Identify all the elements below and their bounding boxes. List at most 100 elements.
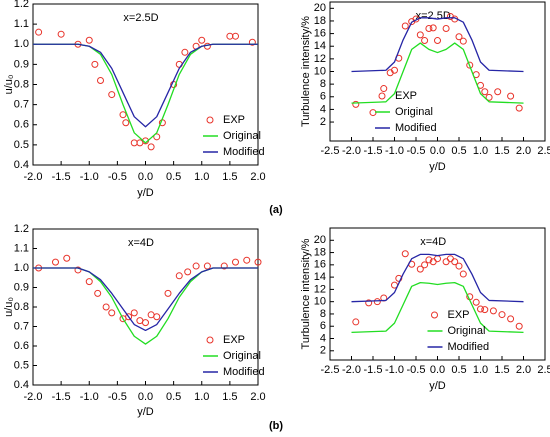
x-tick-label: -0.5 bbox=[407, 364, 426, 376]
data-point bbox=[74, 266, 82, 274]
y-tick-label: 6 bbox=[320, 320, 326, 332]
legend-label: EXP bbox=[448, 309, 470, 321]
x-tick-label: -0.5 bbox=[108, 391, 127, 403]
data-point bbox=[481, 88, 489, 96]
data-point bbox=[380, 85, 388, 93]
legend-symbol bbox=[378, 92, 386, 100]
y-tick-label: 16 bbox=[314, 259, 326, 271]
y-tick-label: 4 bbox=[320, 332, 326, 344]
x-tick-label: 1.5 bbox=[222, 391, 237, 403]
y-tick-label: 18 bbox=[314, 15, 326, 27]
legend-label: Modified bbox=[223, 146, 265, 158]
x-tick-label: -2.0 bbox=[24, 391, 43, 403]
data-point bbox=[192, 262, 200, 270]
x-tick-label: 1.5 bbox=[494, 364, 509, 376]
y-tick-label: 0.7 bbox=[14, 99, 29, 111]
y-tick-label: 1.1 bbox=[14, 242, 29, 254]
x-tick-label: 0.5 bbox=[166, 171, 181, 183]
data-point bbox=[421, 261, 429, 269]
data-point bbox=[232, 32, 239, 40]
y-tick-label: 10 bbox=[314, 296, 326, 308]
data-point bbox=[442, 25, 450, 33]
legend-symbol bbox=[206, 116, 214, 124]
annotation: x=4D bbox=[420, 236, 446, 248]
annotation: x=4D bbox=[128, 237, 154, 249]
data-point bbox=[164, 289, 172, 297]
y-tick-label: 0.5 bbox=[14, 359, 29, 371]
data-point bbox=[85, 36, 93, 44]
data-point bbox=[226, 32, 234, 40]
x-tick-label: -2.0 bbox=[342, 364, 361, 376]
legend-label: Modified bbox=[395, 122, 437, 134]
legend-label: Original bbox=[223, 130, 261, 142]
data-point bbox=[515, 104, 523, 112]
legend-label: EXP bbox=[223, 334, 245, 346]
series-line bbox=[351, 281, 524, 334]
x-tick-label: -1.5 bbox=[52, 391, 71, 403]
y-axis-label: Turbulence intensity/% bbox=[300, 16, 312, 127]
data-point bbox=[248, 38, 256, 46]
data-point bbox=[232, 258, 239, 266]
x-tick-label: 0.5 bbox=[451, 145, 466, 157]
data-point bbox=[401, 250, 409, 258]
x-tick-label: 1.0 bbox=[473, 145, 488, 157]
data-point bbox=[416, 31, 424, 39]
data-point bbox=[91, 60, 99, 68]
data-point bbox=[446, 255, 454, 263]
data-point bbox=[494, 88, 502, 96]
data-point bbox=[416, 265, 424, 273]
data-point bbox=[391, 66, 398, 74]
series-line bbox=[351, 17, 524, 73]
data-point bbox=[153, 313, 161, 321]
data-point bbox=[459, 270, 467, 278]
data-point bbox=[434, 255, 441, 263]
y-tick-label: 0.8 bbox=[14, 78, 29, 90]
y-axis-label: u/u₀ bbox=[3, 297, 15, 317]
x-tick-label: -2.5 bbox=[321, 364, 340, 376]
x-tick-label: -1.0 bbox=[80, 171, 99, 183]
y-tick-label: 1.1 bbox=[14, 18, 29, 30]
data-point bbox=[108, 309, 116, 317]
data-point bbox=[425, 25, 433, 33]
y-tick-label: 0.6 bbox=[14, 119, 29, 131]
data-point bbox=[489, 307, 497, 315]
data-point bbox=[136, 317, 144, 325]
y-tick-label: 20 bbox=[314, 2, 326, 14]
x-tick-label: 1.0 bbox=[194, 391, 209, 403]
data-point bbox=[97, 76, 104, 84]
y-tick-label: 4 bbox=[320, 103, 326, 115]
data-point bbox=[429, 24, 437, 32]
y-tick-label: 18 bbox=[314, 246, 326, 258]
data-point bbox=[52, 258, 59, 266]
data-point bbox=[365, 299, 373, 307]
data-point bbox=[352, 100, 360, 108]
y-tick-label: 1.2 bbox=[14, 0, 29, 10]
data-point bbox=[477, 305, 484, 313]
data-point bbox=[401, 22, 409, 30]
data-point bbox=[425, 256, 433, 264]
x-axis-label: y/D bbox=[429, 380, 446, 392]
y-tick-label: 0.7 bbox=[14, 320, 29, 332]
data-point bbox=[136, 139, 144, 147]
data-point bbox=[451, 258, 459, 266]
y-tick-label: 12 bbox=[314, 53, 326, 65]
data-point bbox=[122, 119, 130, 127]
y-tick-label: 0.8 bbox=[14, 301, 29, 313]
data-point bbox=[142, 319, 149, 327]
y-tick-label: 0.4 bbox=[14, 379, 29, 391]
x-axis-label: y/D bbox=[137, 187, 154, 199]
x-axis-label: y/D bbox=[137, 406, 154, 418]
y-axis-label: u/u₀ bbox=[3, 75, 15, 95]
data-point bbox=[85, 278, 93, 286]
data-point bbox=[153, 133, 161, 141]
y-tick-label: 0.6 bbox=[14, 340, 29, 352]
legend-label: Modified bbox=[223, 366, 265, 378]
x-tick-label: 0.0 bbox=[430, 145, 445, 157]
x-tick-label: -0.5 bbox=[108, 171, 127, 183]
x-tick-label: 1.0 bbox=[194, 171, 209, 183]
series-line bbox=[351, 42, 524, 104]
x-tick-label: -1.0 bbox=[385, 364, 404, 376]
y-tick-label: 1.0 bbox=[14, 262, 29, 274]
series-line bbox=[351, 253, 524, 303]
x-tick-label: 0.0 bbox=[430, 364, 445, 376]
